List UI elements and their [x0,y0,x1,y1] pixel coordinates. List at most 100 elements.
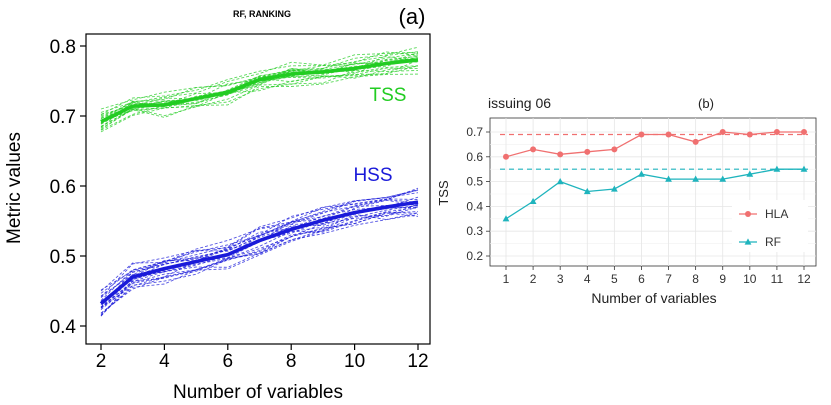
point-rf [773,165,781,172]
x-tick-label: 11 [771,272,784,286]
x-tick-label: 2 [530,272,537,286]
point-hla [530,146,537,153]
x-tick-label: 8 [692,272,699,286]
point-rf [638,170,645,177]
x-tick-label: 7 [665,272,672,286]
y-tick-label: 0.4 [50,317,77,338]
y-tick-label: 0.2 [466,249,483,263]
point-hla [584,148,591,155]
replicate-line-hss [100,205,419,308]
x-tick-label: 6 [223,351,234,372]
point-rf [800,165,808,172]
point-hla [611,146,618,153]
panel-a-ylabel: Metric values [4,132,25,244]
legend-key-marker-hla [745,211,751,217]
legend-box [732,200,808,252]
point-rf [719,175,727,182]
replicate-line-hss [100,189,419,292]
x-tick-label: 3 [557,272,564,286]
legend-label-rf: RF [765,235,781,249]
point-hla [746,131,753,138]
point-rf [502,215,510,222]
y-tick-label: 0.5 [50,247,76,268]
replicate-line-hss [100,212,419,309]
replicate-line-hss [100,211,419,308]
point-hla [503,153,509,160]
x-tick-label: 9 [719,272,726,286]
point-hla [719,129,726,135]
x-tick-label: 4 [584,272,591,286]
x-tick-label: 10 [743,272,757,286]
replicate-line-hss [100,196,419,297]
replicate-line-tss [100,51,419,115]
x-tick-label: 1 [503,272,510,286]
replicate-line-tss [100,67,419,131]
x-tick-label: 8 [286,351,297,372]
replicate-line-tss [100,46,419,110]
point-rf [610,185,618,192]
x-tick-label: 12 [797,272,811,286]
x-tick-label: 4 [159,351,170,372]
point-hla [692,138,699,145]
replicate-line-hss [100,198,419,299]
legend-key-marker-rf [744,238,752,245]
series-label-hss: HSS [353,165,392,186]
point-rf [583,187,591,195]
x-tick-label: 5 [611,272,618,286]
replicate-line-hss [100,187,419,291]
replicate-line-tss [100,56,419,115]
replicate-line-tss [100,55,419,122]
point-hla [638,131,645,138]
replicate-line-hss [100,212,419,316]
series-label-tss: TSS [370,85,407,106]
point-rf [665,175,672,182]
mean-line-hss [99,200,419,305]
panel-b-ylabel: TSS [436,180,451,206]
y-tick-label: 0.6 [50,177,76,198]
y-tick-label: 0.6 [466,150,483,164]
replicate-line-hss [100,206,419,314]
replicate-line-hss [100,203,419,310]
y-tick-label: 0.4 [466,199,483,213]
replicate-line-tss [100,65,419,127]
x-tick-label: 12 [407,351,428,372]
point-rf [556,178,564,185]
y-tick-label: 0.7 [466,125,483,139]
replicate-line-tss [100,73,419,133]
y-tick-label: 0.8 [50,37,76,58]
panel-b: issuing 06 (b) TSS Number of variables 0… [436,95,817,306]
replicate-line-tss [100,52,419,125]
panel-a: RF, RANKING (a) Metric values Number of … [4,4,431,403]
point-rf [746,170,754,177]
mean-line-tss [100,58,419,124]
panel-b-label: (b) [698,96,714,111]
panel-b-xlabel: Number of variables [591,290,716,306]
replicate-line-hss [100,207,419,314]
x-tick-label: 10 [344,351,365,372]
y-tick-label: 0.3 [466,224,483,238]
y-tick-label: 0.7 [50,107,76,128]
series-line-hla [505,131,804,158]
series-line-rf [505,168,804,220]
replicate-line-hss [100,189,419,301]
replicate-line-tss [100,58,419,125]
replicate-line-hss [100,204,419,309]
point-rf [529,197,537,205]
x-tick-label: 6 [638,272,645,286]
x-tick-label: 2 [96,351,107,372]
panel-b-title: issuing 06 [488,95,551,111]
point-hla [773,129,780,135]
panel-a-title: RF, RANKING [233,9,291,19]
point-hla [801,129,807,135]
panel-a-xlabel: Number of variables [173,382,343,403]
replicate-line-hss [100,199,419,306]
point-hla [557,151,564,158]
replicate-line-hss [100,189,419,298]
panel-a-label: (a) [399,4,426,29]
panel-a-frame [85,33,431,345]
replicate-line-hss [100,213,419,317]
point-rf [692,175,700,182]
point-hla [665,131,672,138]
y-tick-label: 0.5 [466,175,483,189]
